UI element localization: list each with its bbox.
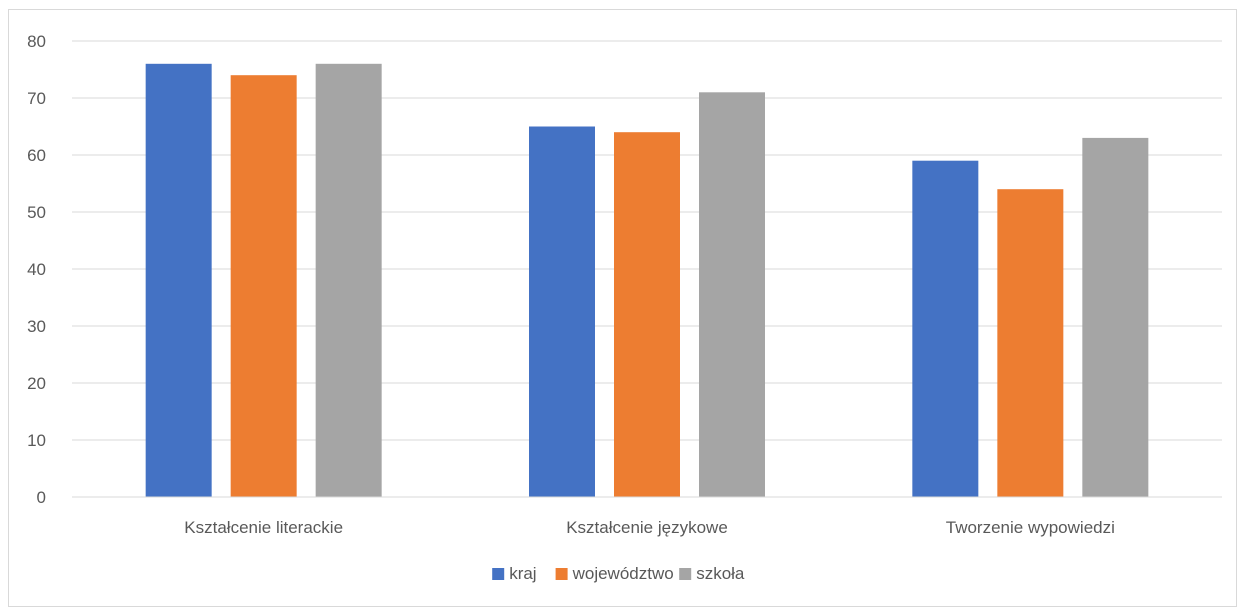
x-axis: Kształcenie literackie Kształcenie języko… <box>72 496 1222 537</box>
y-tick-label: 60 <box>27 146 46 165</box>
x-tick-label: Kształcenie językowe <box>566 518 728 537</box>
legend-item-województwo: województwo <box>555 564 674 583</box>
y-tick-label: 70 <box>27 89 46 108</box>
legend-label: szkoła <box>696 564 745 583</box>
bar-szkoła-2 <box>1082 137 1149 497</box>
bar-województwo-1 <box>614 132 680 497</box>
bars <box>145 63 1149 498</box>
legend-swatch <box>492 568 505 580</box>
legend-label: województwo <box>572 564 674 583</box>
legend-item-kraj: kraj <box>492 564 537 583</box>
bar-szkoła-1 <box>699 92 765 498</box>
y-tick-label: 0 <box>37 488 46 507</box>
x-tick-label: Tworzenie wypowiedzi <box>946 518 1115 537</box>
legend-item-szkoła: szkoła <box>679 564 745 583</box>
y-tick-label: 80 <box>27 32 46 51</box>
y-axis: 0 10 20 30 40 50 60 70 80 <box>27 32 46 507</box>
bar-województwo-2 <box>997 189 1064 497</box>
y-tick-label: 40 <box>27 260 46 279</box>
legend: kraj województwo szkoła <box>492 564 745 583</box>
bar-województwo-0 <box>230 75 297 497</box>
y-tick-label: 10 <box>27 431 46 450</box>
legend-swatch <box>555 568 568 580</box>
y-tick-label: 20 <box>27 374 46 393</box>
bar-kraj-1 <box>529 126 595 497</box>
bar-kraj-2 <box>912 160 979 497</box>
x-tick-label: Kształcenie literackie <box>184 518 343 537</box>
legend-label: kraj <box>509 564 536 583</box>
y-tick-label: 50 <box>27 203 46 222</box>
bar-szkoła-0 <box>315 63 382 498</box>
bar-kraj-0 <box>145 63 212 498</box>
legend-swatch <box>679 568 692 580</box>
y-tick-label: 30 <box>27 317 46 336</box>
